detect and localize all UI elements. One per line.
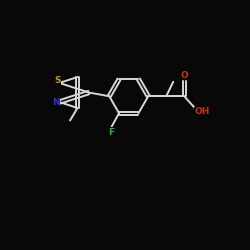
Text: N: N [52, 98, 60, 106]
Text: OH: OH [195, 107, 210, 116]
Text: O: O [180, 71, 188, 80]
Text: S: S [54, 76, 60, 85]
Text: F: F [108, 128, 114, 137]
